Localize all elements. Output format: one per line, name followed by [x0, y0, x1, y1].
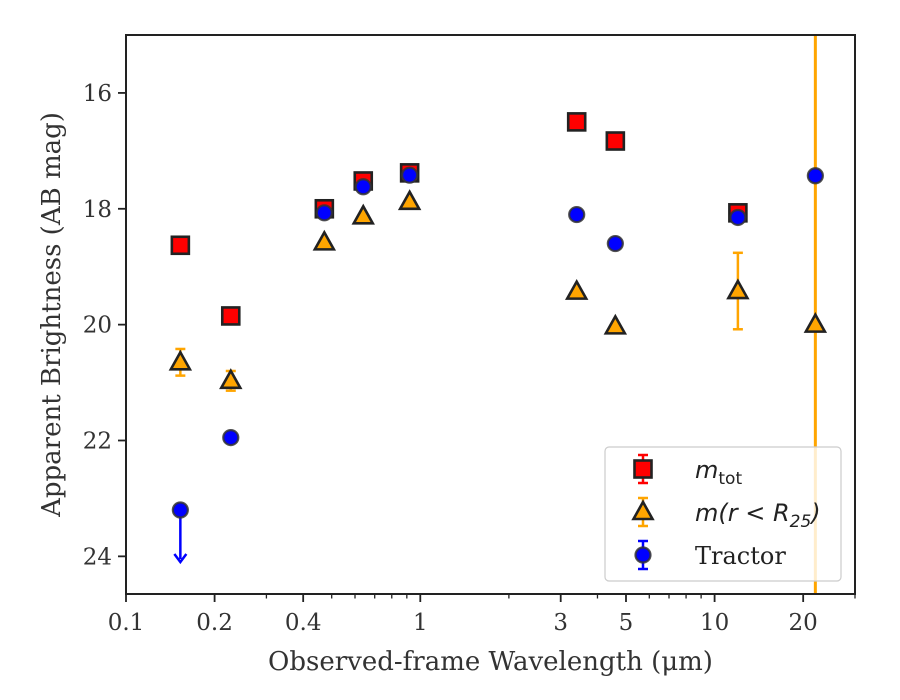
data-point	[351, 203, 375, 225]
legend: mtot m(r < R25) Tractor	[604, 446, 842, 582]
data-point	[401, 166, 419, 184]
data-point	[312, 229, 337, 251]
x-tick-label: 1	[413, 610, 428, 636]
x-tick-label: 0.2	[196, 610, 233, 636]
data-point	[568, 205, 586, 224]
legend-marker	[634, 546, 652, 564]
upper-limit-arrowhead	[173, 553, 188, 565]
data-point	[564, 278, 589, 300]
data-point	[170, 235, 191, 256]
series-triangle	[168, 189, 828, 392]
data-point	[171, 501, 189, 519]
data-point	[397, 189, 422, 211]
y-tick-label: 20	[83, 313, 112, 339]
data-point	[219, 368, 243, 390]
data-point	[354, 178, 372, 196]
y-tick-label: 16	[83, 81, 112, 107]
legend-marker	[631, 499, 655, 521]
legend-label: m(r < R25)	[695, 499, 821, 532]
x-tick-label: 5	[619, 610, 634, 636]
x-tick-label: 10	[700, 610, 729, 636]
legend-marker	[633, 459, 653, 479]
data-point	[566, 112, 587, 132]
data-point	[729, 208, 747, 227]
x-axis-label: Observed-frame Wavelength (μm)	[268, 647, 713, 677]
legend-box	[604, 446, 842, 582]
x-tick-label: 3	[553, 610, 568, 636]
data-point	[606, 234, 624, 253]
data-point	[603, 313, 628, 335]
y-axis-label: Apparent Brightness (AB mag)	[37, 112, 67, 518]
x-tick-label: 20	[789, 610, 818, 636]
data-point	[168, 349, 193, 371]
y-tick-label: 18	[83, 197, 112, 223]
data-point	[222, 428, 240, 447]
data-point	[605, 131, 626, 151]
data-point	[803, 311, 828, 333]
legend-label: Tractor	[695, 542, 786, 570]
legend-label: mtot	[695, 456, 742, 489]
series-circle	[171, 166, 824, 565]
axes-frame	[125, 34, 856, 595]
data-point	[806, 167, 824, 185]
data-point	[726, 278, 750, 300]
y-tick-label: 22	[83, 428, 112, 454]
data-point	[220, 306, 241, 326]
x-tick-label: 0.4	[285, 610, 322, 636]
legend-entry: Tractor	[634, 539, 786, 571]
legend-entry: mtot	[633, 453, 742, 489]
y-tick-label: 24	[83, 544, 112, 570]
legend-entry: m(r < R25)	[631, 496, 821, 532]
x-tick-label: 0.1	[108, 610, 145, 636]
data-point	[315, 204, 333, 222]
